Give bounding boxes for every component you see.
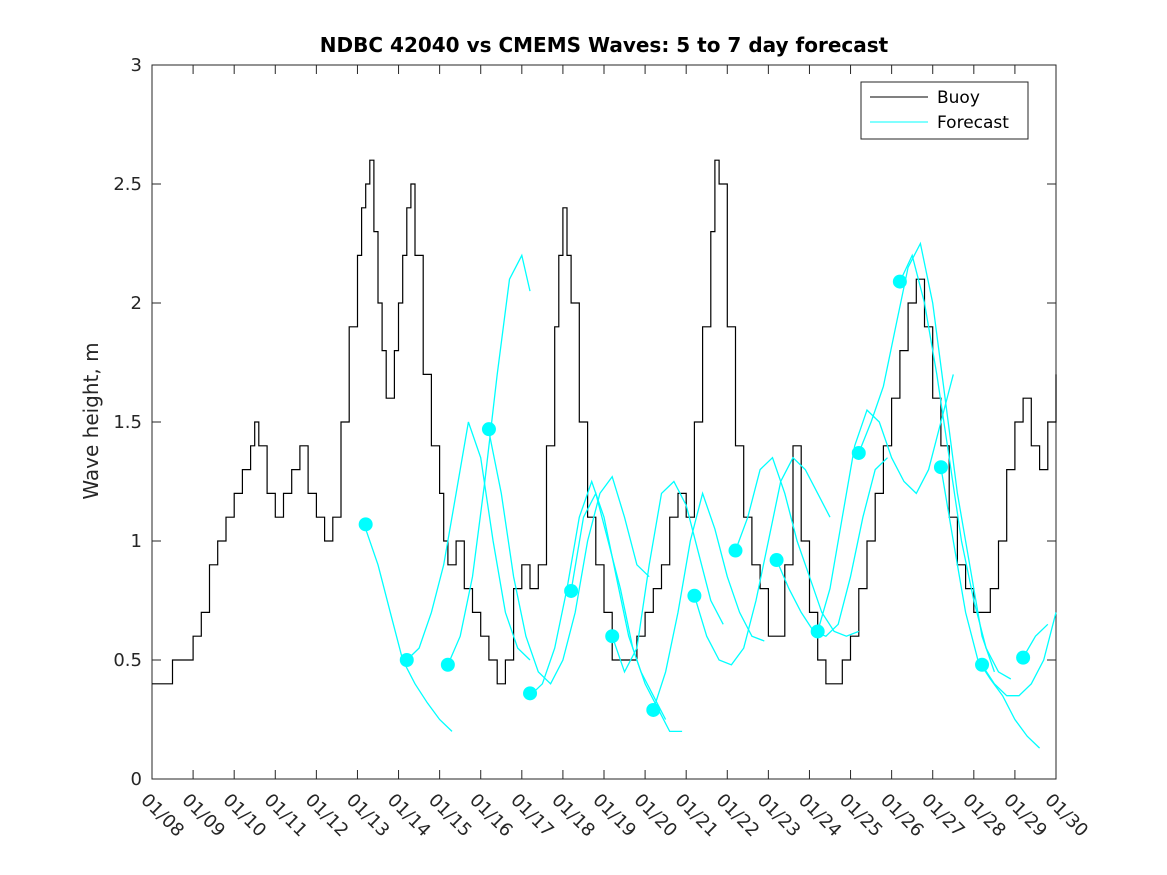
forecast-marker <box>358 517 373 532</box>
forecast-line <box>406 421 531 661</box>
x-tick-label: 01/27 <box>917 790 969 842</box>
forecast-marker <box>399 653 414 667</box>
y-tick-label: 3 <box>131 55 142 76</box>
chart-title: NDBC 42040 vs CMEMS Waves: 5 to 7 day fo… <box>320 33 889 57</box>
x-tick-label: 01/14 <box>383 790 435 842</box>
forecast-line <box>1022 623 1049 658</box>
plot-frame <box>151 64 1057 780</box>
x-tick-label: 01/21 <box>671 790 723 842</box>
x-tick-label: 01/16 <box>465 790 517 842</box>
y-tick-label: 1.5 <box>113 412 142 433</box>
forecast-line <box>734 456 860 637</box>
x-tick-label: 01/15 <box>424 790 476 842</box>
x-tick-label: 01/11 <box>260 790 312 842</box>
forecast-line <box>365 528 453 732</box>
forecast-line <box>611 480 724 674</box>
forecast-marker <box>481 422 496 437</box>
x-tick-label: 01/18 <box>547 790 599 842</box>
legend-forecast-label: Forecast <box>937 113 1009 133</box>
forecast-marker <box>687 588 702 603</box>
forecast-marker <box>523 686 538 701</box>
x-tick-label: 01/23 <box>753 790 805 842</box>
y-tick-label: 0.5 <box>113 650 142 671</box>
x-tick-label: 01/24 <box>794 790 846 842</box>
buoy-line <box>152 159 1057 685</box>
x-tick-label: 01/19 <box>588 790 640 842</box>
forecast-marker <box>728 543 743 558</box>
forecast-marker <box>769 553 784 568</box>
forecast-marker <box>1016 650 1031 665</box>
y-tick-label: 0 <box>131 769 142 790</box>
forecast-marker <box>851 445 866 460</box>
legend: Buoy Forecast <box>860 81 1029 140</box>
forecast-marker <box>933 460 948 475</box>
forecast-marker <box>646 702 661 717</box>
forecast-marker <box>975 657 990 672</box>
forecast-marker <box>605 629 620 644</box>
x-tick-label: 01/29 <box>999 790 1051 842</box>
forecast-line <box>981 612 1057 697</box>
x-tick-label: 01/10 <box>219 790 271 842</box>
forecast-line <box>858 241 996 673</box>
forecast-line <box>899 253 1012 680</box>
x-tick-label: 01/30 <box>1040 790 1092 842</box>
x-tick-label: 01/28 <box>958 790 1010 842</box>
y-tick-label: 2.5 <box>113 174 142 195</box>
x-tick-label: 01/12 <box>301 790 353 842</box>
forecast-line <box>776 457 888 637</box>
forecast-marker <box>564 583 579 598</box>
forecast-line <box>817 374 954 632</box>
x-tick-label: 01/20 <box>630 790 682 842</box>
forecast-line <box>693 456 831 666</box>
forecast-line <box>652 491 765 711</box>
forecast-line <box>570 491 683 733</box>
x-tick-label: 01/13 <box>342 790 394 842</box>
plot-area <box>151 64 1057 780</box>
y-tick-label: 1 <box>131 531 142 552</box>
series-layer <box>152 159 1057 749</box>
y-axis-label: Wave height, m <box>79 342 103 499</box>
forecast-marker <box>810 624 825 639</box>
y-tick-label: 2 <box>131 293 142 314</box>
legend-buoy-label: Buoy <box>937 88 980 108</box>
x-tick-label: 01/22 <box>712 790 764 842</box>
x-tick-label: 01/08 <box>136 790 188 842</box>
x-tick-label: 01/26 <box>876 790 928 842</box>
legend-box <box>860 81 1029 140</box>
x-tick-label: 01/25 <box>835 790 887 842</box>
x-tick-label: 01/17 <box>506 790 558 842</box>
x-tick-label: 01/09 <box>178 790 230 842</box>
forecast-line <box>488 431 650 685</box>
forecast-marker <box>892 274 907 289</box>
forecast-marker <box>440 657 455 672</box>
forecast-line <box>940 467 1041 749</box>
